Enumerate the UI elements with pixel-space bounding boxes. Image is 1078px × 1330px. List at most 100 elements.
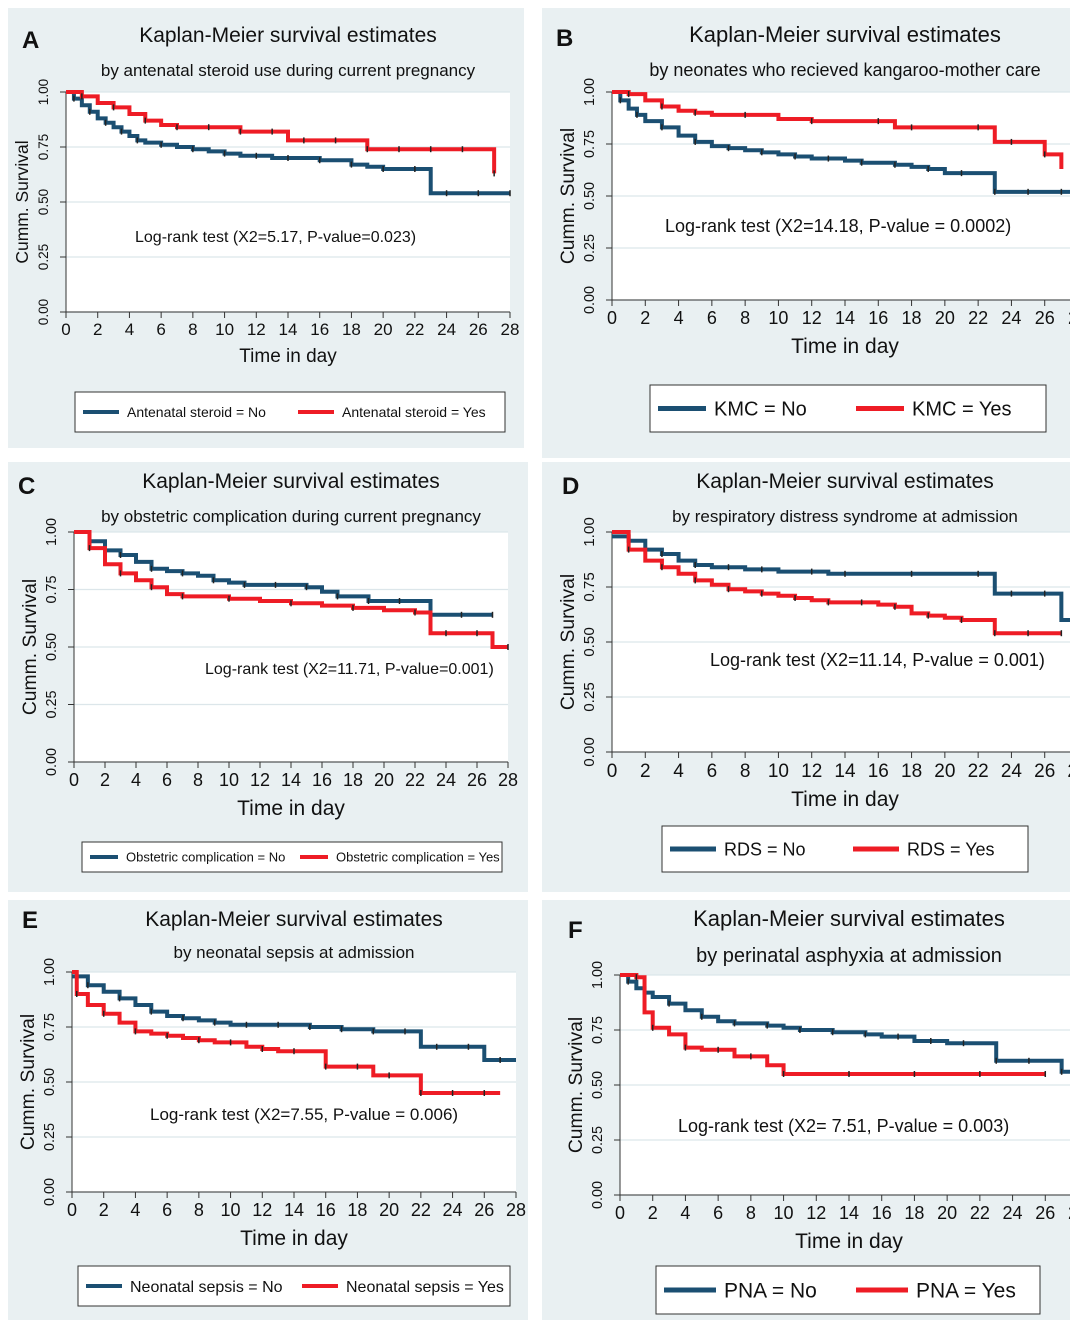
tick-label-x: 2 bbox=[640, 308, 650, 328]
tick-label-x: 8 bbox=[746, 1203, 756, 1223]
x-axis-label: Time in day bbox=[237, 797, 345, 820]
legend-swatch-no bbox=[86, 1284, 122, 1288]
tick-label-y: 0.00 bbox=[42, 1178, 58, 1206]
tick-label-x: 20 bbox=[374, 320, 393, 339]
tick-label-x: 8 bbox=[740, 761, 751, 782]
y-axis-label: Cumm. Survival bbox=[20, 579, 41, 715]
tick-label-x: 0 bbox=[615, 1203, 625, 1223]
tick-label-x: 10 bbox=[768, 308, 788, 328]
log-rank-annotation: Log-rank test (X2=14.18, P-value = 0.000… bbox=[665, 216, 1011, 236]
tick-label-y: 0.50 bbox=[582, 182, 598, 210]
panel-letter: E bbox=[22, 907, 38, 934]
tick-label-x: 4 bbox=[131, 770, 141, 790]
tick-label-x: 16 bbox=[310, 320, 329, 339]
x-axis-label: Time in day bbox=[791, 788, 899, 811]
tick-label-x: 8 bbox=[740, 308, 750, 328]
tick-label-x: 18 bbox=[904, 1203, 924, 1223]
tick-label-x: 20 bbox=[937, 1203, 957, 1223]
legend-swatch-no bbox=[658, 406, 706, 411]
legend-swatch-no bbox=[664, 1288, 716, 1293]
legend-swatch-yes bbox=[302, 1284, 338, 1288]
chart-title: Kaplan-Meier survival estimates bbox=[696, 470, 994, 493]
tick-label-x: 28 bbox=[501, 320, 520, 339]
log-rank-annotation: Log-rank test (X2=7.55, P-value = 0.006) bbox=[150, 1105, 458, 1124]
tick-label-x: 16 bbox=[312, 770, 332, 790]
legend-swatch-no bbox=[83, 410, 119, 414]
tick-label-x: 10 bbox=[219, 770, 239, 790]
tick-label-x: 8 bbox=[194, 1200, 204, 1220]
legend-swatch-no bbox=[670, 847, 716, 852]
tick-label-x: 20 bbox=[374, 770, 394, 790]
tick-label-x: 18 bbox=[343, 770, 363, 790]
y-axis-label: Cumm. Survival bbox=[566, 1017, 587, 1153]
chart-svg: E Kaplan-Meier survival estimates by neona… bbox=[8, 900, 528, 1320]
tick-label-x: 26 bbox=[1035, 308, 1055, 328]
tick-label-y: 0.50 bbox=[36, 188, 51, 215]
tick-label-x: 12 bbox=[806, 1203, 826, 1223]
tick-label-x: 12 bbox=[250, 770, 270, 790]
tick-label-y: 1.00 bbox=[36, 78, 51, 105]
tick-label-x: 2 bbox=[99, 1200, 109, 1220]
tick-label-x: 4 bbox=[674, 308, 684, 328]
tick-label-x: 22 bbox=[411, 1200, 431, 1220]
chart-subtitle: by obstetric complication during current… bbox=[101, 507, 481, 526]
tick-label-x: 24 bbox=[437, 320, 456, 339]
tick-label-x: 26 bbox=[1035, 1203, 1055, 1223]
tick-label-x: 6 bbox=[162, 1200, 172, 1220]
tick-label-y: 0.75 bbox=[581, 572, 598, 602]
panel-c: CKaplan-Meier survival estimatesby obste… bbox=[8, 462, 528, 892]
legend-swatch-no bbox=[90, 855, 118, 859]
tick-label-x: 4 bbox=[125, 320, 134, 339]
chart-svg: DKaplan-Meier survival estimatesby respi… bbox=[542, 462, 1070, 892]
tick-label-x: 2 bbox=[93, 320, 102, 339]
tick-label-x: 26 bbox=[469, 320, 488, 339]
tick-label-x: 26 bbox=[1034, 761, 1055, 782]
tick-label-x: 0 bbox=[69, 770, 79, 790]
panel-f: FKaplan-Meier survival estimatesby perin… bbox=[542, 900, 1070, 1320]
tick-label-x: 10 bbox=[221, 1200, 241, 1220]
legend-label-no: PNA = No bbox=[724, 1280, 817, 1303]
panel-letter: C bbox=[18, 473, 35, 500]
tick-label-x: 10 bbox=[774, 1203, 794, 1223]
tick-label-y: 1.00 bbox=[42, 958, 58, 986]
tick-label-x: 2 bbox=[100, 770, 110, 790]
tick-label-x: 12 bbox=[801, 761, 822, 782]
tick-label-y: 1.00 bbox=[590, 961, 606, 989]
tick-label-x: 28 bbox=[506, 1200, 526, 1220]
legend-swatch-yes bbox=[853, 847, 899, 852]
y-axis-label: Cumm. Survival bbox=[12, 140, 32, 263]
tick-label-x: 6 bbox=[156, 320, 165, 339]
tick-label-x: 16 bbox=[868, 761, 889, 782]
x-axis-label: Time in day bbox=[791, 335, 899, 358]
legend-label-yes: Antenatal steroid = Yes bbox=[342, 404, 486, 420]
tick-label-x: 8 bbox=[193, 770, 203, 790]
chart-subtitle: by neonatal sepsis at admission bbox=[174, 943, 415, 962]
tick-label-x: 16 bbox=[868, 308, 888, 328]
tick-label-y: 0.50 bbox=[581, 627, 598, 657]
panel-e: E Kaplan-Meier survival estimates by neona… bbox=[8, 900, 528, 1320]
tick-label-y: 0.25 bbox=[590, 1126, 606, 1154]
x-axis-label: Time in day bbox=[239, 346, 337, 367]
tick-label-x: 12 bbox=[252, 1200, 272, 1220]
x-axis-label: Time in day bbox=[240, 1227, 348, 1250]
tick-label-x: 22 bbox=[970, 1203, 990, 1223]
legend-label-no: RDS = No bbox=[724, 839, 806, 859]
panel-letter: B bbox=[556, 25, 573, 52]
tick-label-x: 12 bbox=[802, 308, 822, 328]
legend-label-no: KMC = No bbox=[714, 399, 807, 421]
tick-label-x: 20 bbox=[379, 1200, 399, 1220]
tick-label-x: 10 bbox=[768, 761, 789, 782]
legend-swatch-yes bbox=[856, 406, 904, 411]
tick-label-x: 4 bbox=[680, 1203, 690, 1223]
tick-label-y: 0.00 bbox=[44, 748, 60, 776]
chart-title: Kaplan-Meier survival estimates bbox=[689, 22, 1001, 47]
chart-title: Kaplan-Meier survival estimates bbox=[145, 908, 443, 931]
chart-subtitle: by antenatal steroid use during current … bbox=[101, 61, 476, 80]
tick-label-x: 18 bbox=[901, 761, 922, 782]
tick-label-x: 4 bbox=[130, 1200, 140, 1220]
legend-label-no: Obstetric complication = No bbox=[126, 850, 285, 865]
legend-label-no: Neonatal sepsis = No bbox=[130, 1279, 283, 1296]
tick-label-x: 0 bbox=[67, 1200, 77, 1220]
tick-label-x: 24 bbox=[1001, 761, 1023, 782]
tick-label-x: 0 bbox=[61, 320, 70, 339]
